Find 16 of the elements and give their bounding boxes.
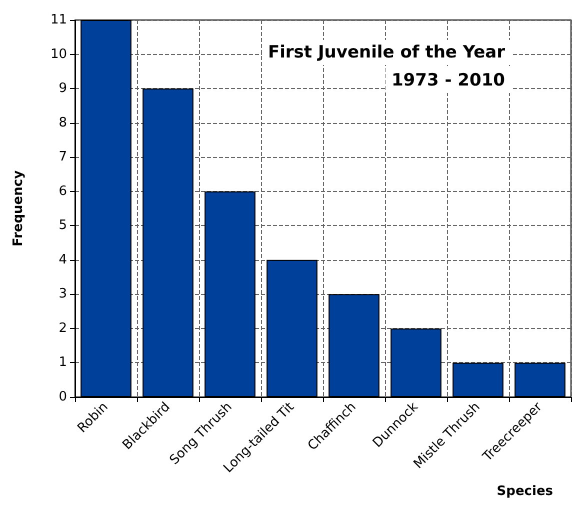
y-tick-label: 10: [50, 46, 67, 62]
y-tick-label: 2: [58, 320, 67, 336]
x-axis-title: Species: [496, 484, 554, 499]
y-tick-label: 7: [58, 150, 67, 165]
y-tick-label: 3: [58, 286, 67, 302]
text: 1973 - 2010: [391, 70, 506, 90]
y-tick-label: 5: [58, 218, 67, 234]
y-tick-label: 6: [58, 184, 67, 199]
y-tick-label: 9: [58, 81, 67, 96]
y-tick-label: 0: [58, 390, 67, 404]
y-tick-label: 8: [58, 115, 67, 130]
y-axis-title: Frequency: [11, 170, 26, 247]
y-tick-label: 1: [58, 355, 67, 370]
y-tick-label: 4: [58, 252, 67, 268]
y-tick-label: 11: [50, 12, 67, 28]
text: First Juvenile of the Year: [268, 42, 506, 62]
